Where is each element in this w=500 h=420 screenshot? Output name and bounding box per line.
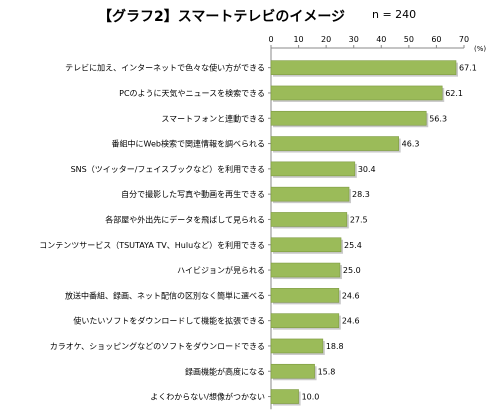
category-label: コンテンツサービス（TSUTAYA TV、Huluなど）を利用できる [39,240,265,250]
value-label: 24.6 [342,317,360,326]
sample-size-label: n = 240 [372,8,417,21]
category-label: よくわからない/想像がつかない [150,392,265,402]
value-label: 56.3 [429,114,447,123]
bar [270,262,341,278]
x-tick-label: 30 [349,35,359,44]
x-tick-label: 0 [268,35,273,44]
category-label: テレビに加え、インターネットで色々な使い方ができる [65,63,265,73]
bar [270,288,340,303]
category-label: スマートフォンと連動できる [161,113,265,123]
x-tick-label: 20 [321,35,331,44]
x-tick-label: 40 [376,35,386,44]
bar [270,85,443,101]
category-label: 番組中にWeb検索で関連情報を調べられる [112,139,265,149]
bar [270,389,299,404]
value-label: 30.4 [358,165,376,174]
bar [270,363,315,379]
x-tick-label: 60 [431,35,441,44]
category-label: 自分で撮影した写真や動画を再生できる [121,189,265,199]
category-label: カラオケ、ショッピングなどのソフトをダウンロードできる [50,341,265,351]
value-label: 15.8 [318,367,336,376]
bar [270,136,399,151]
bar [270,338,324,354]
value-label: 24.6 [342,291,360,300]
value-label: 28.3 [352,190,370,199]
x-tick-label: 10 [293,35,303,44]
x-tick-label: 50 [404,35,414,44]
category-label: 録画機能が高度になる [185,366,265,376]
category-label: 放送中番組、録画、ネット配信の区別なく簡単に選べる [65,290,265,300]
chart-title: 【グラフ2】スマートテレビのイメージ [98,9,346,25]
category-label: 各部屋や外出先にデータを飛ばして見られる [105,214,265,224]
bar [270,60,457,75]
category-label: PCのように天気やニュースを検索できる [119,88,265,98]
value-label: 10.0 [302,393,320,402]
bar [270,212,348,227]
unit-label: (%) [474,45,486,53]
category-label: 使いたいソフトをダウンロードして機能を拡張できる [73,316,265,326]
bar [270,237,342,253]
bar [270,161,356,177]
bar [270,110,427,126]
value-label: 25.0 [343,266,361,275]
value-label: 18.8 [326,342,344,351]
value-label: 25.4 [344,241,362,250]
bar [270,186,350,202]
x-tick-label: 70 [459,35,469,44]
bar [270,313,340,328]
value-label: 27.5 [350,215,368,224]
value-label: 46.3 [402,140,420,149]
value-label: 67.1 [459,64,477,73]
category-label: SNS（ツイッター/フェイスブックなど）を利用できる [71,164,265,174]
category-label: ハイビジョンが見られる [177,265,265,275]
value-label: 62.1 [445,89,463,98]
